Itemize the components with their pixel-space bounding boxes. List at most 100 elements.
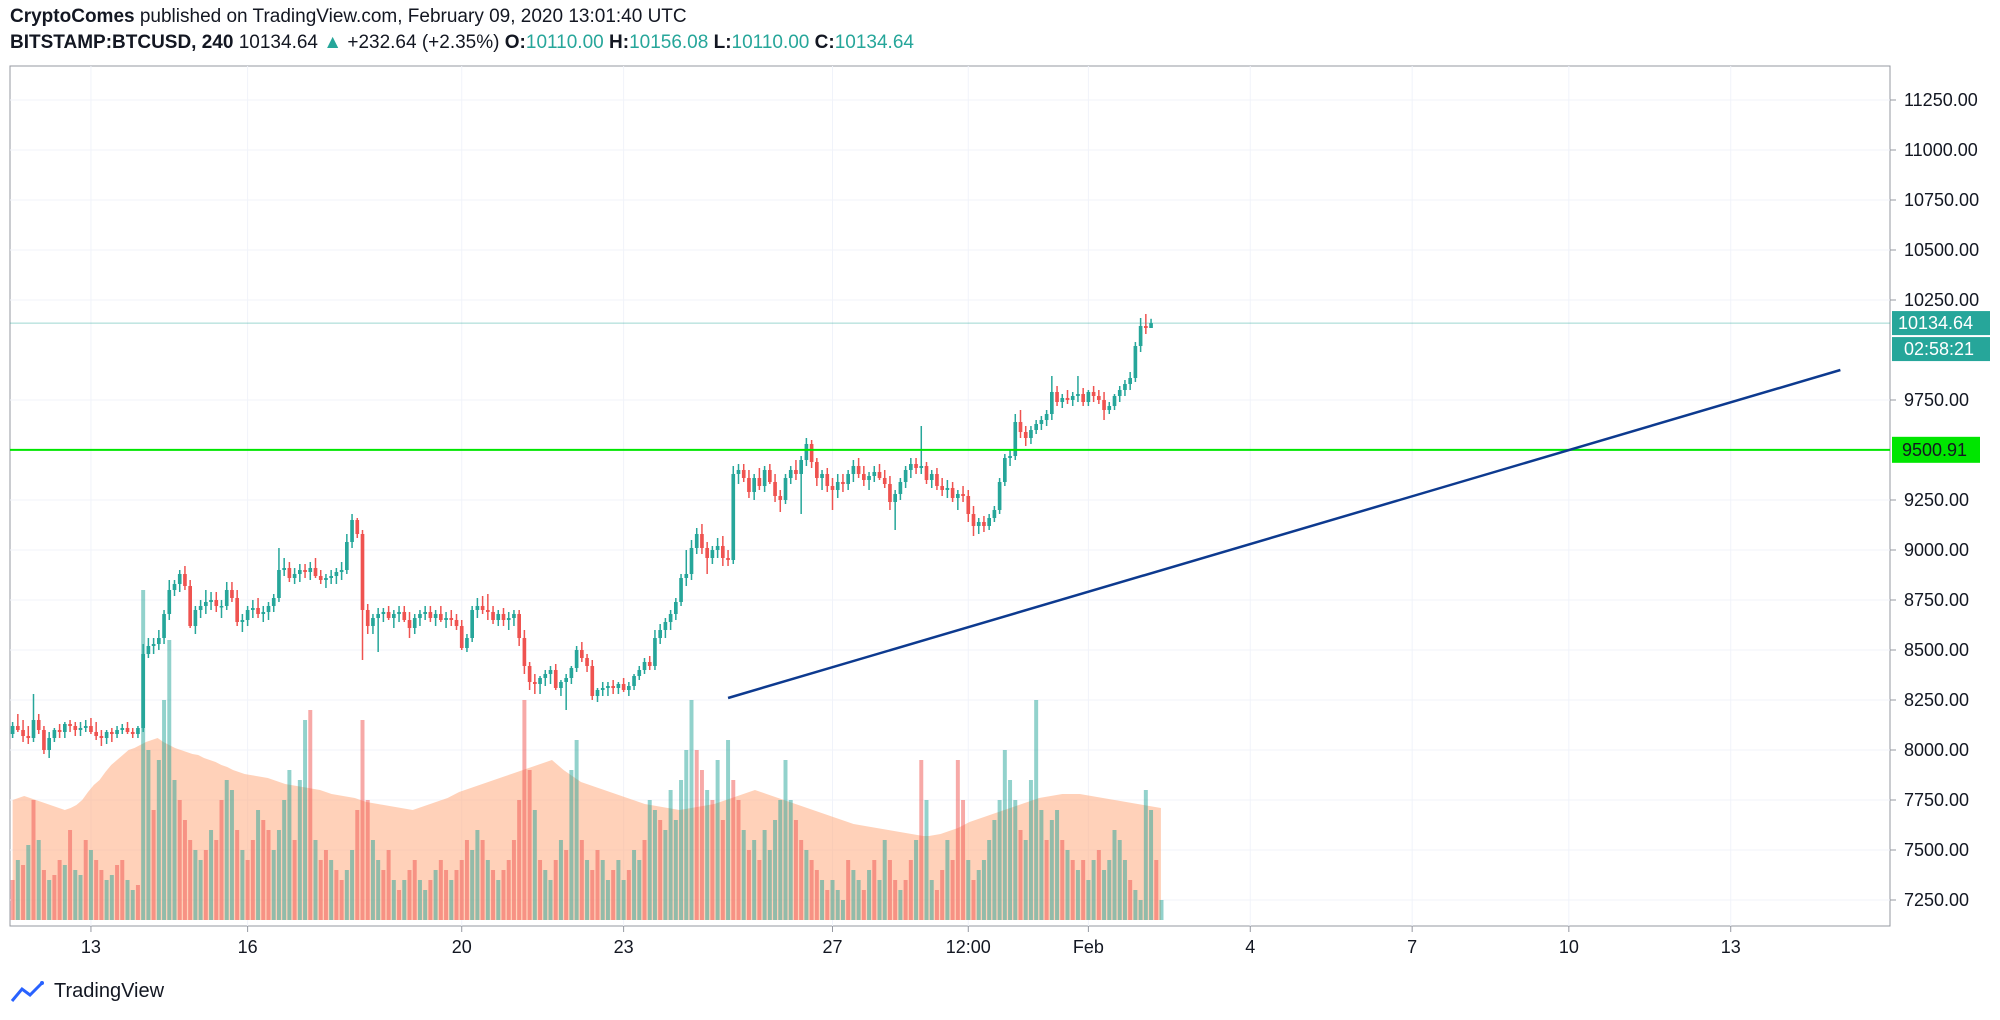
volume-bar: [825, 890, 830, 920]
volume-bar: [699, 770, 704, 920]
volume-bar: [1138, 900, 1143, 920]
volume-bar: [522, 700, 527, 920]
x-tick-label: 20: [452, 937, 472, 957]
volume-bar: [475, 830, 480, 920]
candle-body: [73, 726, 78, 730]
volume-bar: [668, 790, 673, 920]
volume-bar: [214, 840, 219, 920]
price-axis[interactable]: 11250.00 11000.00 10750.00 10500.00 10250.00…: [1890, 90, 1979, 910]
author-name[interactable]: CryptoComes: [10, 6, 135, 27]
x-tick-label: 23: [614, 937, 634, 957]
volume-bar: [804, 850, 809, 920]
support-price-tag-label: 9500.91: [1902, 440, 1967, 460]
volume-bar: [146, 750, 151, 920]
last-price-tag-label: 10134.64: [1898, 313, 1973, 333]
volume-bar: [491, 870, 496, 920]
candle-body: [600, 688, 605, 690]
symbol-label[interactable]: BITSTAMP:BTCUSD, 240: [10, 32, 234, 53]
candle-body: [736, 470, 741, 474]
volume-bar: [68, 830, 73, 920]
volume-bar: [585, 860, 590, 920]
candle-body: [903, 470, 908, 482]
volume-bar: [652, 810, 657, 920]
volume-bar: [715, 760, 720, 920]
candle-body: [1149, 323, 1153, 328]
open-label: O:: [504, 32, 526, 53]
tradingview-footer[interactable]: TradingView: [10, 980, 164, 1003]
candle-body: [339, 570, 344, 572]
volume-bar: [992, 820, 997, 920]
candle-body: [564, 678, 568, 682]
candle-body: [1070, 396, 1075, 400]
candle-body: [308, 568, 313, 572]
tradingview-logo-icon: [10, 980, 44, 1002]
candle-body: [162, 614, 166, 638]
candle-body: [418, 614, 422, 618]
volume-bar: [256, 810, 261, 920]
volume-bar: [611, 870, 616, 920]
volume-bar: [595, 850, 600, 920]
volume-bar: [893, 880, 898, 920]
candle-body: [177, 574, 182, 584]
volume-bar: [428, 880, 433, 920]
volume-bar: [637, 860, 642, 920]
candle-body: [882, 478, 887, 484]
candle-body: [1008, 456, 1012, 458]
volume-bar: [1122, 860, 1127, 920]
candle-body: [386, 612, 391, 618]
last-price-value: 10134.64: [238, 32, 318, 53]
candle-body: [506, 618, 511, 620]
volume-bar: [987, 840, 992, 920]
candle-body: [559, 682, 563, 688]
candle-body: [376, 614, 380, 618]
candle-body: [731, 474, 736, 560]
candle-body: [668, 614, 673, 622]
volume-bar: [1159, 900, 1164, 920]
time-axis[interactable]: 13 16 20 23 27 12:00 Feb 4 7 10 13: [81, 926, 1741, 957]
candle-body: [209, 600, 213, 602]
volume-bar: [120, 860, 125, 920]
candle-body: [277, 570, 281, 598]
candle-body: [57, 730, 62, 732]
volume-bar: [99, 870, 104, 920]
volume-bar: [887, 860, 892, 920]
volume-bar: [778, 800, 783, 920]
candle-body: [125, 728, 130, 732]
candle-body: [146, 646, 151, 654]
volume-bar: [517, 800, 522, 920]
close-label: C:: [814, 32, 835, 53]
candle-body: [799, 460, 803, 474]
volume-bar: [21, 865, 26, 920]
candle-body: [68, 724, 72, 726]
price-chart[interactable]: 11250.00 11000.00 10750.00 10500.00 10250.00…: [0, 0, 2000, 970]
volume-bar: [527, 770, 532, 920]
candle-body: [971, 514, 976, 526]
volume-bar: [955, 760, 960, 920]
volume-bar: [511, 840, 516, 920]
volume-bar: [590, 870, 595, 920]
candle-body: [324, 578, 328, 580]
volume-bar: [694, 750, 699, 920]
candle-body: [590, 666, 595, 696]
volume-bar: [313, 840, 318, 920]
volume-bar: [245, 860, 250, 920]
candle-body: [381, 612, 386, 614]
volume-bar: [172, 780, 177, 920]
volume-bar: [240, 850, 245, 920]
candle-body: [428, 612, 433, 618]
volume-bar: [209, 830, 214, 920]
volume-bar: [600, 860, 605, 920]
volume-bar: [1002, 750, 1007, 920]
candle-body: [956, 494, 960, 498]
candle-body: [768, 470, 772, 482]
candle-body: [877, 472, 882, 478]
candle-body: [783, 478, 788, 500]
volume-bar: [177, 800, 182, 920]
volume-bar: [360, 720, 365, 920]
volume-bar: [1060, 840, 1065, 920]
candle-body: [621, 684, 626, 690]
brand-name: TradingView: [54, 980, 165, 1002]
volume-bar: [162, 700, 167, 920]
candle-body: [1138, 326, 1143, 346]
overlay-lines: [10, 322, 1890, 700]
